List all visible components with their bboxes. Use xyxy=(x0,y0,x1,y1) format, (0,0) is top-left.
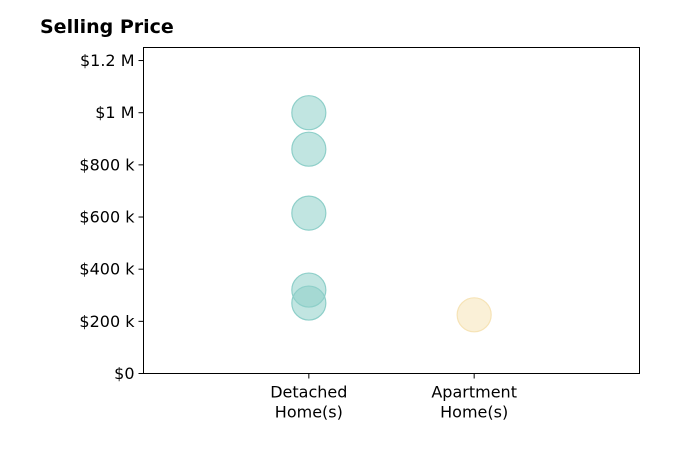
y-axis: $0 $200 k $400 k $600 k $800 k $1 M $1.2 M xyxy=(79,51,144,383)
y-tick-label: $600 k xyxy=(79,208,135,227)
data-point xyxy=(291,285,327,321)
y-tick-label: $1.2 M xyxy=(80,51,135,70)
plot-area-frame xyxy=(143,47,640,374)
chart-title: Selling Price xyxy=(40,16,174,38)
x-axis: Detached Home(s) Apartment Home(s) xyxy=(270,373,517,422)
data-point xyxy=(291,195,327,231)
data-point xyxy=(291,131,327,167)
y-tick-label: $800 k xyxy=(79,155,135,174)
x-tick-label: Apartment Home(s) xyxy=(431,383,517,422)
y-tick-label: $0 xyxy=(114,364,134,383)
y-tick-label: $400 k xyxy=(79,260,135,279)
data-points xyxy=(291,95,492,333)
x-tick-label: Detached Home(s) xyxy=(270,383,347,422)
y-tick-label: $1 M xyxy=(95,103,134,122)
y-tick-label: $200 k xyxy=(79,312,135,331)
data-point xyxy=(291,95,327,131)
data-point xyxy=(456,297,492,333)
